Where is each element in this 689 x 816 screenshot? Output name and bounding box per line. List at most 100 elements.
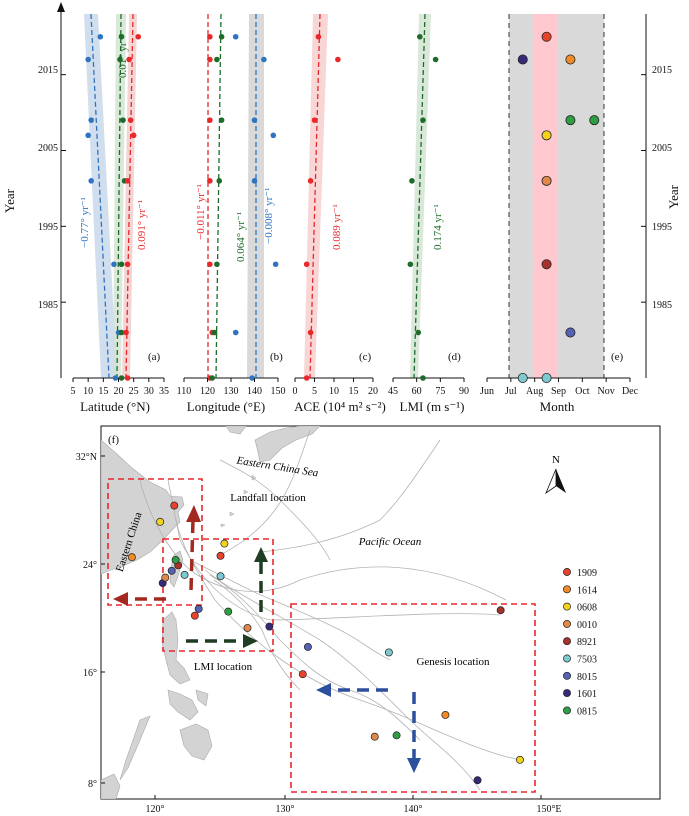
point-e-event [541, 130, 552, 141]
point-b-genesis [270, 132, 277, 139]
point-b-landfall [207, 33, 213, 40]
xlabel-month: Month [540, 399, 575, 414]
panel-label-e: (e) [611, 351, 624, 363]
point-a-LMI [118, 33, 125, 40]
year-tick-right: 1995 [652, 222, 672, 233]
lon-tick: 130° [276, 804, 295, 815]
map-point [161, 573, 170, 582]
x-tick-label-a: 25 [129, 386, 139, 397]
map-points [127, 501, 524, 785]
map-legend: 1909 1614 0608 0010 8921 7503 8015 1601 0815 [563, 568, 597, 717]
point-a-genesis [88, 117, 94, 123]
map-point [220, 539, 229, 548]
label-landfall-location: Landfall location [230, 492, 306, 504]
point-a-genesis [85, 56, 91, 63]
legend-marker [563, 671, 571, 680]
point-c-ACE [335, 56, 341, 63]
point-c-ACE [311, 117, 318, 123]
map-point [384, 648, 393, 657]
year-tick-right: 2005 [652, 143, 672, 154]
point-a-genesis [88, 178, 94, 184]
x-tick-label-a: 15 [98, 386, 108, 397]
top-panels: Year Year 2015 2005 1995 1985 2015 2005 … [2, 2, 681, 414]
x-tick-label-b: 150 [271, 386, 286, 397]
x-tick-label-e: Sep [551, 386, 566, 397]
trend-label-a-genesis: −0.77° yr⁻¹ [79, 197, 91, 248]
xlabel-lmi: LMI (m s⁻¹) [400, 399, 465, 414]
x-tick-label-c: 15 [349, 386, 359, 397]
map-point [441, 711, 450, 719]
map-point [303, 643, 312, 651]
north-arrow-icon: N [545, 454, 566, 495]
map-point [190, 611, 199, 620]
label-pacific-ocean: Pacific Ocean [358, 536, 422, 548]
legend-label: 1601 [577, 689, 597, 700]
land-korea [225, 426, 247, 435]
lon-tick: 140° [404, 804, 423, 815]
x-tick-label-c: 0 [293, 386, 298, 397]
point-e-event [589, 115, 600, 126]
trend-labels: −0.77° yr⁻¹ 0.01° yr⁻¹ 0.091° yr⁻¹ −0.01… [79, 33, 444, 262]
point-c-ACE [307, 178, 314, 184]
lat-tick: 24° [83, 560, 97, 571]
year-axis-arrow [57, 2, 65, 12]
point-b-genesis [272, 261, 279, 268]
point-e-event [517, 372, 528, 383]
x-tick-label-e: Oct [575, 386, 590, 397]
map-panel-label: (f) [108, 434, 119, 446]
lon-tick: 120° [146, 804, 165, 815]
lat-tick: 8° [88, 779, 97, 790]
lat-tick: 16° [83, 668, 97, 679]
point-c-ACE [315, 33, 322, 40]
point-a-landfall [127, 117, 134, 123]
point-b-LMI [209, 375, 215, 381]
map-point [170, 501, 179, 510]
legend-label: 8015 [577, 672, 597, 683]
point-d-LMI [409, 178, 415, 184]
point-d-LMI [417, 33, 423, 40]
point-b-landfall [207, 117, 213, 123]
point-b-LMI [214, 56, 220, 63]
point-e-event [565, 327, 576, 338]
trend-lines [90, 13, 426, 379]
year-label-right: Year [666, 184, 681, 209]
legend-marker [563, 637, 571, 646]
scatter-points [85, 31, 600, 383]
map-point [216, 551, 225, 560]
x-tick-label-b: 140 [247, 386, 262, 397]
x-axis-labels: 5 10 15 20 25 30 35 110 120 130 140 150 0 5 10 15 20 45 60… [71, 378, 639, 397]
map-panel: (f) 32°N 24° 16° 8° 120° 130° 140° 150°E… [76, 425, 661, 815]
point-b-genesis [232, 33, 239, 40]
legend-marker [563, 706, 571, 715]
point-b-genesis [251, 178, 258, 184]
legend-label: 7503 [577, 655, 597, 666]
x-tick-label-a: 20 [114, 386, 124, 397]
map-point [156, 517, 165, 526]
legend-marker [563, 654, 571, 663]
panel-a-bands [84, 14, 137, 378]
map-point [167, 566, 176, 575]
year-tick: 1985 [38, 300, 58, 311]
year-tick: 2015 [38, 65, 58, 76]
point-a-LMI [118, 261, 125, 268]
panel-c-bands [304, 14, 328, 378]
point-a-LMI [118, 329, 125, 336]
point-b-LMI [211, 329, 218, 336]
map-point [515, 755, 524, 764]
trend-label-d: 0.174 yr⁻¹ [432, 204, 444, 250]
x-tick-label-e: Jul [505, 386, 517, 397]
point-b-LMI [214, 261, 220, 268]
genesis-box [290, 603, 536, 793]
x-tick-label-e: Aug [526, 386, 543, 397]
map-point [392, 731, 401, 740]
svg-text:N: N [552, 454, 560, 466]
trend-label-b-landfall: −0.011° yr⁻¹ [195, 184, 207, 240]
point-a-genesis [112, 375, 119, 381]
trend-label-b-lmi: 0.064° yr⁻¹ [235, 212, 247, 262]
year-label-left: Year [2, 188, 17, 213]
map-ticks [101, 455, 542, 799]
map-point [194, 604, 203, 613]
map-point [496, 606, 505, 615]
point-b-genesis [261, 56, 267, 63]
point-d-LMI [420, 117, 426, 123]
